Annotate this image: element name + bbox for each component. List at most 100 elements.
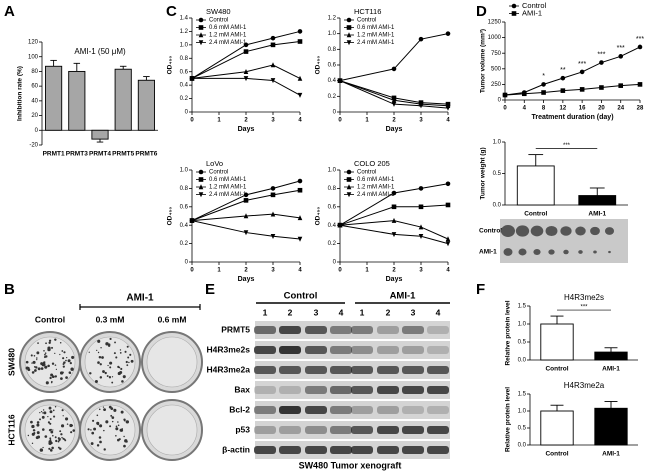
y-axis-label: OD₄₅₀	[167, 56, 174, 75]
marker	[270, 233, 276, 239]
y-tick-label: 0.6	[328, 63, 337, 69]
colony	[42, 446, 44, 449]
colony	[47, 421, 51, 424]
band	[351, 326, 373, 334]
band	[305, 446, 327, 454]
y-tick-label: 0.8	[328, 47, 337, 53]
tumor	[608, 250, 611, 254]
band	[377, 326, 399, 334]
colony	[55, 368, 57, 370]
y-axis-label: OD₄₅₀	[315, 56, 322, 75]
x-axis-label: Days	[238, 276, 255, 283]
y-tick-label: 0	[35, 128, 39, 134]
tumor	[530, 225, 544, 237]
x-tick-label: AMI-1	[588, 211, 606, 218]
colony	[65, 417, 69, 421]
x-tick-label: 4	[446, 268, 450, 274]
colony	[57, 437, 60, 440]
colony	[100, 347, 102, 349]
legend-label: 1.2 mM AMI-1	[357, 185, 395, 191]
colony	[49, 437, 52, 440]
marker	[346, 184, 352, 190]
marker	[198, 25, 204, 30]
colony	[99, 424, 103, 428]
y-tick-label: 0.4	[328, 78, 337, 84]
legend-label: AMI-1	[522, 8, 542, 17]
x-tick-label: 3	[419, 118, 423, 124]
tumor	[548, 249, 555, 255]
colony	[90, 442, 94, 445]
marker	[297, 92, 303, 98]
colony	[62, 357, 65, 360]
colony	[31, 371, 35, 374]
colony	[113, 352, 116, 355]
colony	[68, 360, 71, 362]
x-axis-label: Days	[238, 126, 255, 133]
legend-label: 2.4 mM AMI-1	[357, 40, 395, 46]
band	[402, 366, 424, 374]
colony	[96, 414, 99, 417]
tumor	[533, 248, 541, 256]
colony	[111, 416, 115, 419]
marker	[243, 213, 249, 219]
marker	[297, 39, 303, 44]
colony	[40, 367, 44, 370]
y-tick-label: 1.0	[180, 42, 189, 48]
colony	[71, 355, 75, 359]
marker	[346, 40, 352, 46]
marker	[297, 236, 303, 242]
x-tick-label: Control	[545, 366, 568, 373]
colony	[92, 419, 95, 422]
series-line	[339, 220, 449, 240]
y-tick-label: 0.0	[493, 203, 502, 209]
marker	[198, 169, 204, 175]
y-tick-label: 0.0	[518, 443, 527, 449]
annotation: **	[560, 67, 566, 74]
colony	[43, 349, 45, 352]
colony	[30, 354, 33, 357]
bar	[137, 79, 155, 131]
y-tick-label: 1.0	[493, 140, 502, 146]
colony	[66, 357, 68, 359]
band	[330, 326, 352, 334]
y-tick-label: 0.8	[180, 56, 189, 62]
marker	[337, 222, 343, 228]
colony	[115, 427, 119, 431]
y-tick-label: 0.5	[518, 340, 527, 346]
colony	[47, 415, 49, 418]
colony	[99, 376, 103, 379]
legend-label: 0.6 mM AMI-1	[209, 25, 247, 31]
y-tick-label: 250	[491, 82, 502, 88]
band	[305, 386, 327, 394]
colony	[37, 342, 39, 344]
band	[377, 366, 399, 374]
colony	[54, 406, 57, 408]
band	[330, 366, 352, 374]
colony	[129, 353, 132, 356]
y-tick-label: 0.8	[180, 186, 189, 192]
lane-label: 2	[288, 307, 293, 317]
panel-label: E	[205, 281, 215, 298]
y-tick-label: 500	[491, 66, 502, 72]
colony	[130, 359, 134, 363]
colony	[118, 366, 121, 369]
series-line	[191, 189, 301, 222]
marker	[198, 184, 204, 190]
marker	[346, 17, 352, 23]
chart-title: HCT116	[354, 7, 381, 16]
tumor	[501, 225, 515, 237]
colony	[104, 371, 107, 375]
colony	[27, 434, 30, 437]
y-tick-label: 1.2	[328, 16, 337, 22]
dish-inner	[84, 404, 136, 456]
marker	[445, 181, 451, 187]
colony	[59, 447, 62, 450]
band	[402, 386, 424, 394]
band	[351, 386, 373, 394]
band	[305, 366, 327, 374]
band	[330, 346, 352, 354]
colony	[108, 343, 111, 346]
y-axis-label: Tumor weight (g)	[480, 147, 487, 199]
marker	[243, 198, 249, 203]
y-tick-label: 0.5	[493, 171, 502, 177]
